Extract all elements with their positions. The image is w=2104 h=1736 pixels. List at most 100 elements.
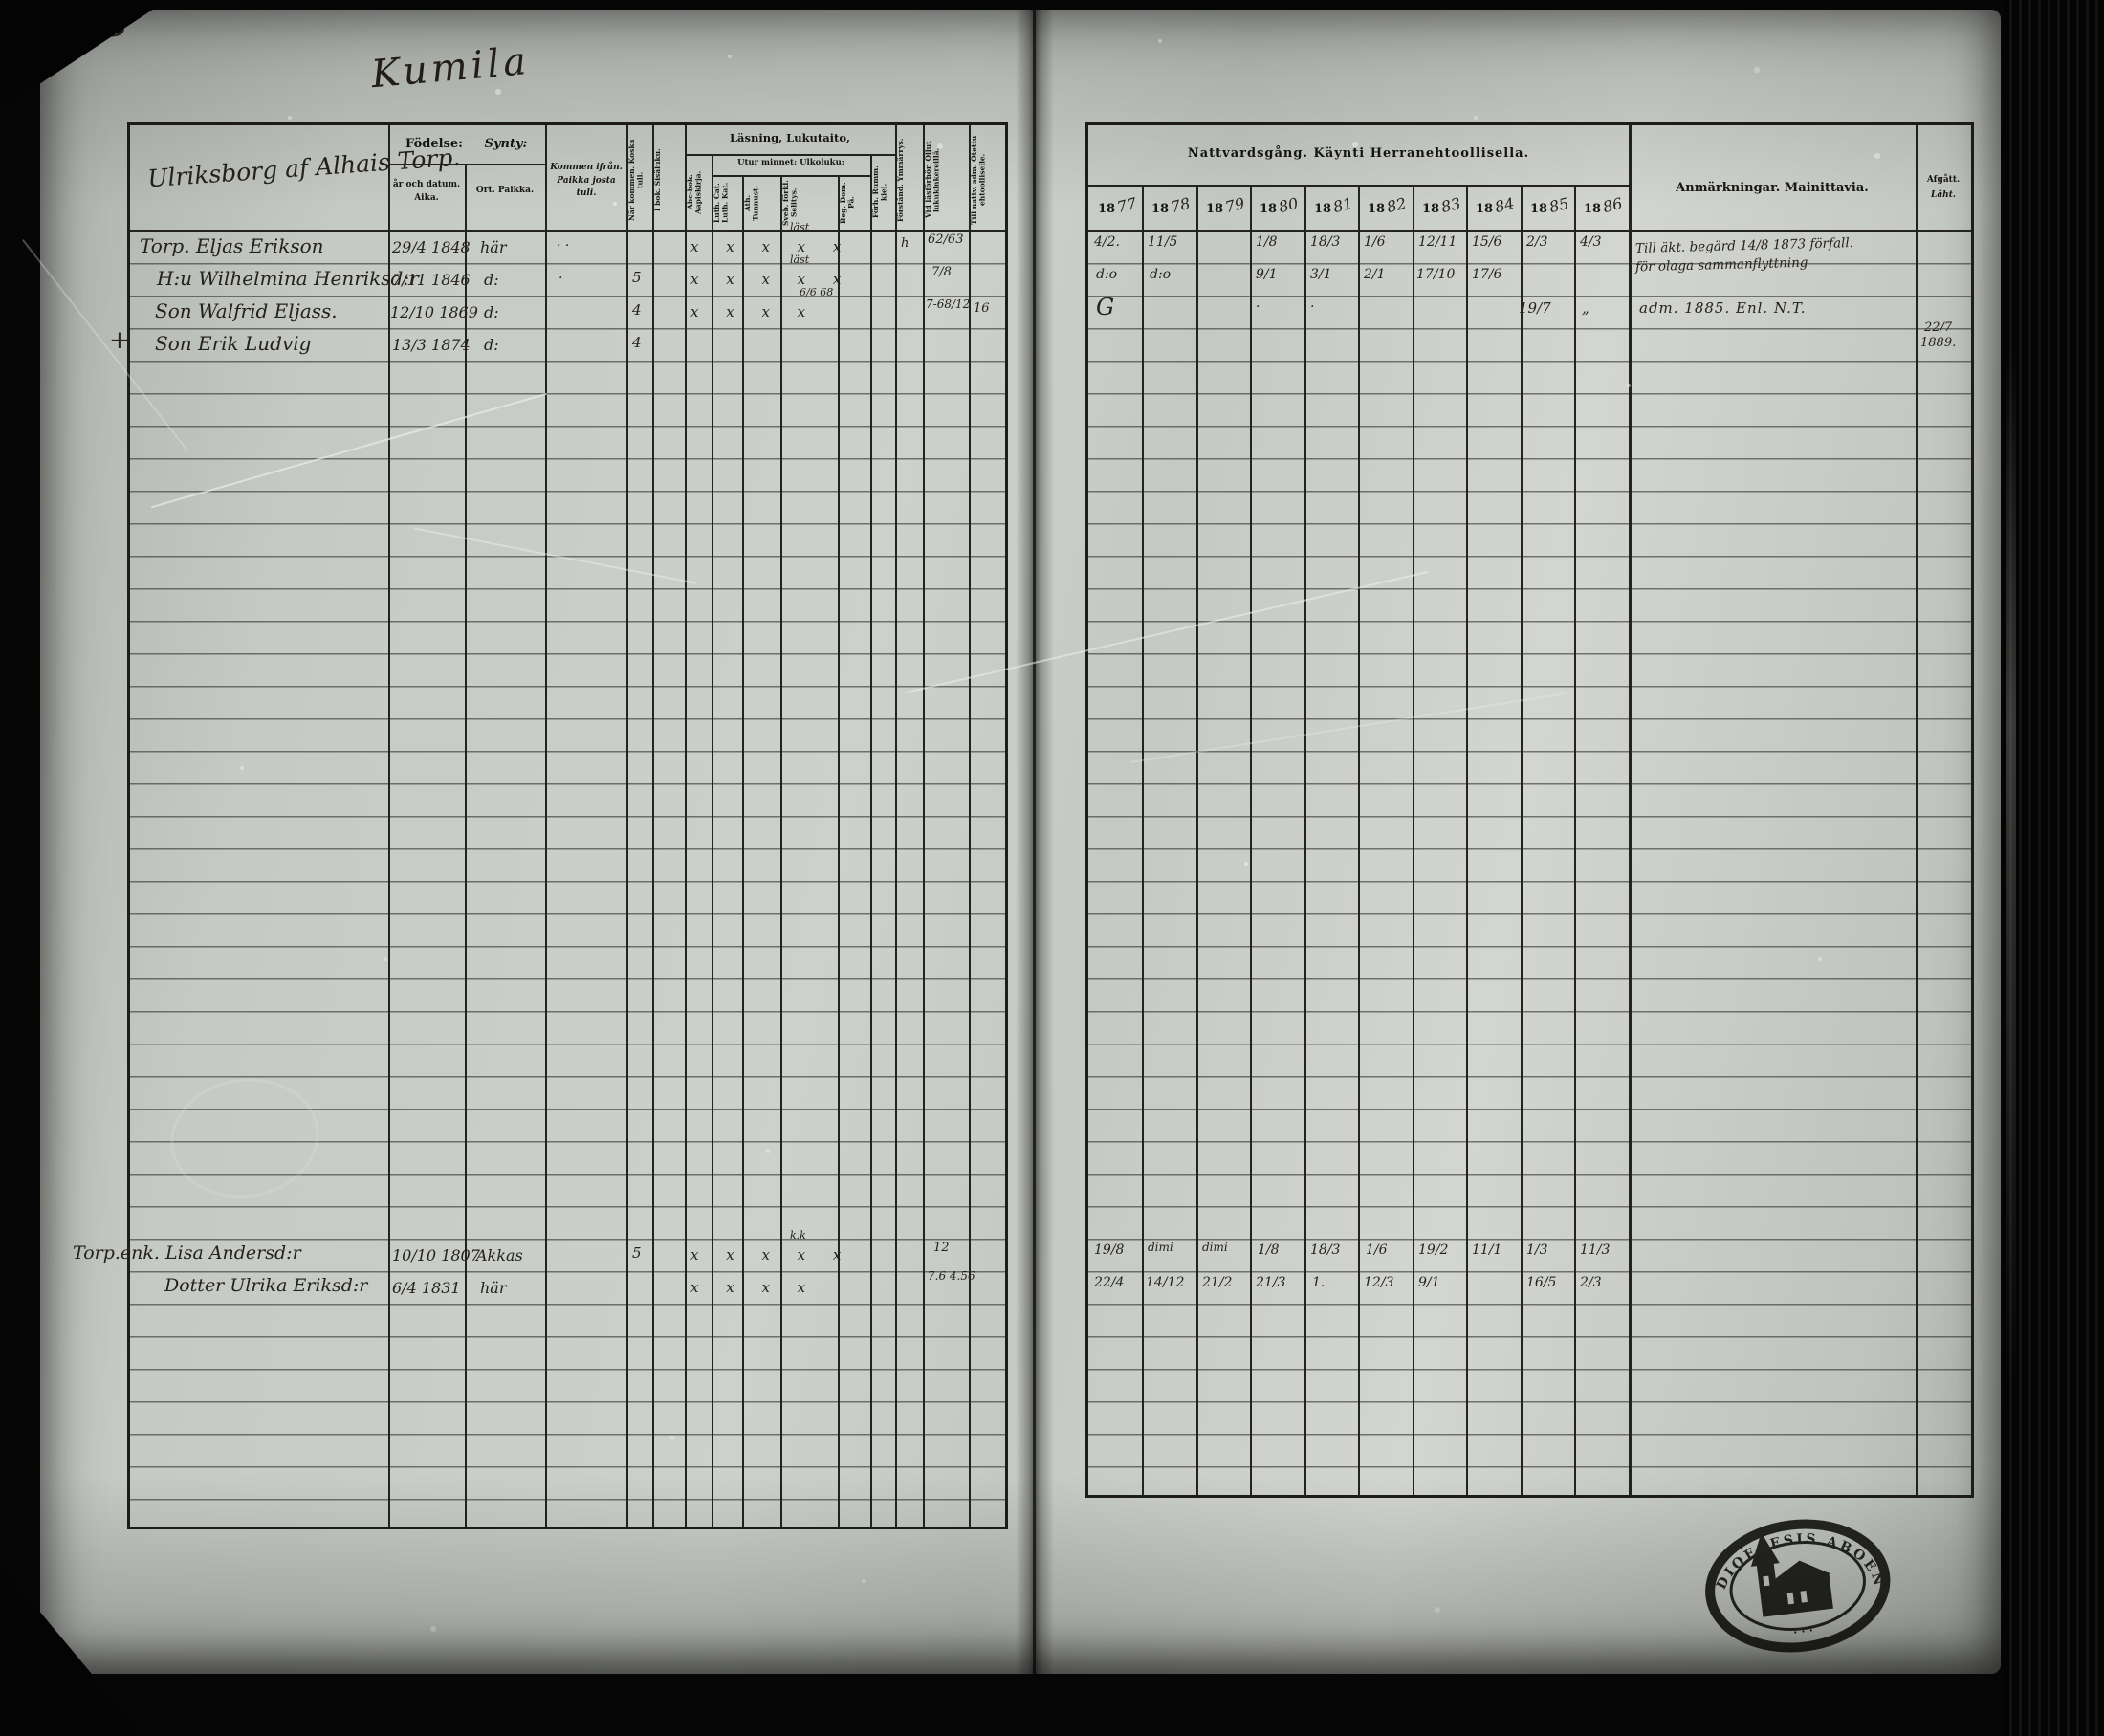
book-edge-highlight bbox=[2006, 0, 2016, 1736]
communion-date: 21/3 bbox=[1256, 1275, 1286, 1290]
communion-date: 2/3 bbox=[1526, 234, 1548, 250]
header-lasning: Läsning, Lukutaito, bbox=[729, 131, 851, 144]
header-nattvardsgang: Nattvardsgång. Käynti Herranehtoollisell… bbox=[1187, 146, 1530, 161]
communion-date: · bbox=[1256, 299, 1260, 315]
communion-date: 11/1 bbox=[1472, 1242, 1502, 1258]
communion-date: 22/4 bbox=[1094, 1275, 1125, 1290]
person-from-mark: · bbox=[559, 271, 563, 286]
year-label-script: 82 bbox=[1385, 193, 1409, 217]
header-anmarkningar: Anmärkningar. Mainittavia. bbox=[1676, 181, 1869, 195]
header-utur-minnet: Utur minnet: Ulkoluku: bbox=[737, 158, 844, 167]
person-name: Torp.enk. Lisa Andersd:r bbox=[73, 1242, 301, 1264]
year-label-prefix: 18 bbox=[1529, 202, 1548, 216]
vcol-forh: Förh. Rumm. kiel. bbox=[871, 165, 888, 219]
communion-date: 19/8 bbox=[1094, 1242, 1125, 1258]
col-mark: 4 bbox=[632, 301, 642, 319]
year-label-script: 78 bbox=[1169, 193, 1193, 217]
header-afgatt-sv: Afgått. bbox=[1926, 175, 1961, 185]
departed-date-num: 22/7 bbox=[1924, 320, 1953, 335]
year-label-prefix: 18 bbox=[1259, 202, 1278, 216]
communion-date: 4/3 bbox=[1580, 234, 1602, 250]
col-mark: 5 bbox=[632, 269, 642, 286]
vcol-cat: Luth. Cat. Luth. Kat. bbox=[712, 182, 730, 224]
person-birthplace: här bbox=[480, 238, 507, 256]
header-afgatt-fi: Läht. bbox=[1931, 190, 1956, 200]
communion-date: dimi bbox=[1148, 1241, 1173, 1254]
communion-date: d:o bbox=[1096, 267, 1118, 282]
right-communion-table: Nattvardsgång. Käynti Herranehtoollisell… bbox=[1085, 122, 1974, 1498]
vcol-kinkeri: Vid läsförhör. Ollut lukukinkereillä. bbox=[924, 141, 941, 219]
departed-date-year: 1889. bbox=[1920, 336, 1957, 350]
year-label-prefix: 18 bbox=[1097, 202, 1116, 216]
communion-date: 2/1 bbox=[1364, 267, 1386, 282]
gutter-line bbox=[1033, 10, 1036, 1674]
communion-date: 1/6 bbox=[1364, 234, 1386, 250]
communion-date: 1/3 bbox=[1526, 1242, 1548, 1258]
communion-date: 11/3 bbox=[1580, 1242, 1611, 1258]
person-born: 13/3 1874 bbox=[392, 336, 471, 354]
vcol-beg: Beg. Dom. Pä. bbox=[839, 182, 856, 224]
col-mark: 5 bbox=[632, 1244, 642, 1262]
person-born: 29/4 1848 bbox=[392, 238, 471, 256]
reading-note-script: 6/6 68 bbox=[800, 286, 834, 298]
kinkeri-fraction: 62/63 bbox=[928, 232, 964, 247]
communion-date: 19/2 bbox=[1418, 1242, 1449, 1258]
person-name: Son Erik Ludvig bbox=[155, 332, 312, 355]
header-place-sub: Ort. Paikka. bbox=[475, 186, 535, 195]
communion-date: 11/5 bbox=[1148, 234, 1178, 250]
year-label-prefix: 18 bbox=[1313, 202, 1332, 216]
year-label-script: 85 bbox=[1547, 193, 1571, 217]
vcol-narkommen: När kommen. Koska tuli. bbox=[627, 139, 645, 221]
reading-marks: x x x x x bbox=[690, 1246, 844, 1264]
vcol-ath: Ath. Tunnust. bbox=[743, 185, 760, 221]
communion-date: · bbox=[1310, 299, 1315, 315]
header-kommen: Kommen ifrån. Paikka josta tuli. bbox=[550, 163, 623, 198]
communion-date: 14/12 bbox=[1146, 1275, 1185, 1290]
communion-date: 4/2. bbox=[1094, 234, 1120, 250]
communion-date: 9/1 bbox=[1256, 267, 1278, 282]
communion-date: 19/7 bbox=[1519, 299, 1551, 317]
year-label-script: 77 bbox=[1115, 193, 1139, 217]
person-born: 6/4 1831 bbox=[392, 1279, 461, 1297]
person-from-mark: · · bbox=[557, 238, 570, 253]
header-born-sub: år och datum. Aika. bbox=[392, 180, 461, 203]
book-edge bbox=[2003, 0, 2104, 1736]
person-birthplace: d: bbox=[484, 303, 499, 321]
communion-date: 1/8 bbox=[1258, 1242, 1280, 1258]
archive-stamp-icon: DIOECESIS ABOENSIS · · · bbox=[1697, 1506, 1891, 1653]
vcol-adm: Till nattv. adm. Otettu ehtoolliselle. bbox=[970, 135, 987, 225]
communion-date: 18/3 bbox=[1310, 1242, 1341, 1258]
deceased-cross-mark: + bbox=[109, 326, 130, 355]
communion-date: 12/11 bbox=[1418, 234, 1457, 250]
communion-date: 16/5 bbox=[1526, 1275, 1557, 1290]
year-label-script: 79 bbox=[1223, 193, 1247, 217]
kinkeri-fraction: 12 bbox=[933, 1241, 950, 1255]
kinkeri-fraction: 7.6 4.56 bbox=[928, 1269, 975, 1283]
communion-date: 17/10 bbox=[1416, 267, 1456, 282]
person-name: Son Walfrid Eljass. bbox=[155, 299, 338, 322]
year-label-script: 80 bbox=[1277, 193, 1301, 217]
communion-date: 2/3 bbox=[1580, 1275, 1602, 1290]
communion-date: 21/2 bbox=[1202, 1275, 1233, 1290]
adm-mark: 16 bbox=[974, 301, 990, 316]
year-label-script: 81 bbox=[1331, 193, 1355, 217]
person-birthplace: d: bbox=[484, 271, 499, 289]
person-name: Torp. Eljas Erikson bbox=[140, 234, 324, 257]
vcol-abc: Abc-bok. Aapiskirja. bbox=[686, 170, 703, 214]
header-fodelse-sv: Födelse: bbox=[405, 137, 463, 151]
communion-date: d:o bbox=[1150, 267, 1172, 282]
communion-date: „ bbox=[1582, 299, 1589, 317]
reading-marks: x x x x bbox=[690, 303, 808, 320]
communion-date: 1/8 bbox=[1256, 234, 1278, 250]
reading-marks: x x x x x bbox=[690, 271, 844, 288]
communion-date: 12/3 bbox=[1364, 1275, 1394, 1290]
adm-mark: h bbox=[901, 236, 910, 251]
year-label-script: 86 bbox=[1601, 193, 1625, 217]
col-mark: 4 bbox=[632, 334, 642, 351]
reading-note-script: läst bbox=[790, 221, 810, 233]
person-born: 10/10 1807 bbox=[392, 1246, 480, 1264]
reading-marks: x x x x bbox=[690, 1279, 808, 1296]
reading-note-script: k.k bbox=[790, 1229, 806, 1242]
person-birthplace: Akkas bbox=[476, 1246, 523, 1264]
